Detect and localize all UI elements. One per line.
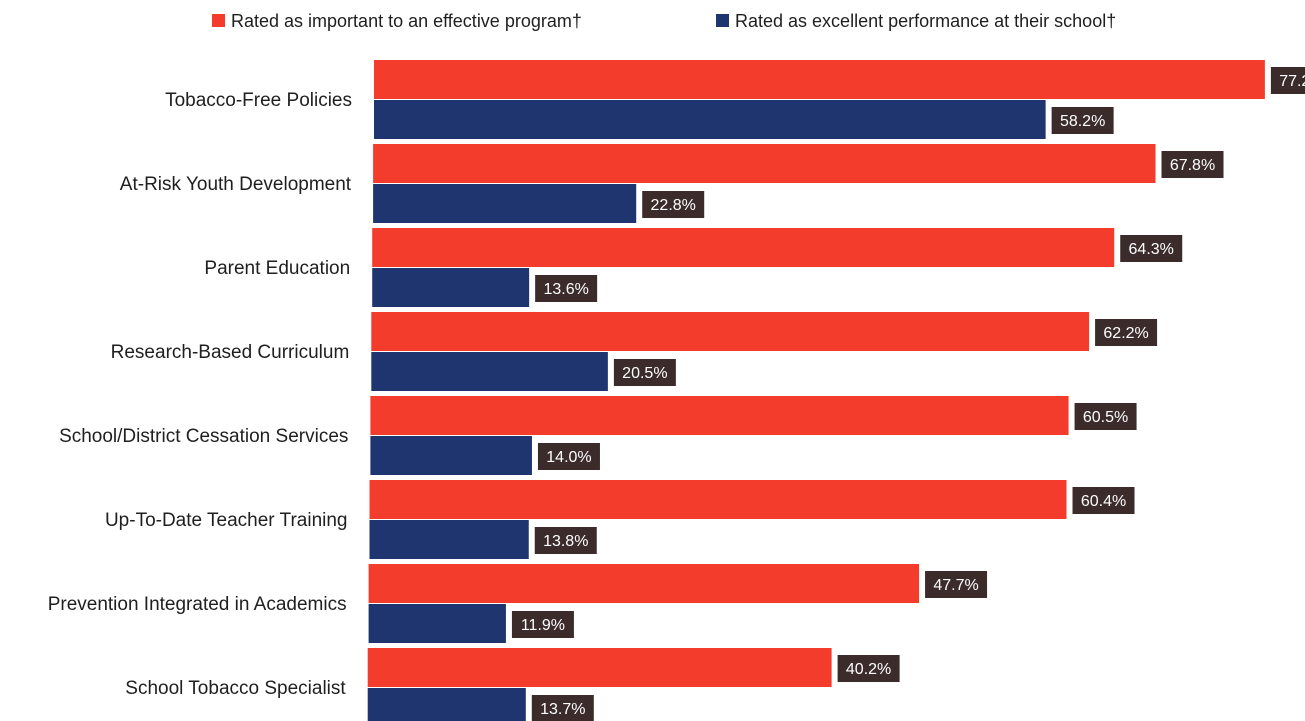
value-label-box bbox=[1270, 67, 1305, 94]
bar-excellent bbox=[374, 100, 1046, 139]
value-label-box bbox=[642, 191, 705, 218]
value-label-text: 14.0% bbox=[546, 449, 591, 466]
value-label-text: 77.2% bbox=[1279, 73, 1305, 90]
value-label-box bbox=[925, 571, 988, 598]
category-label: School Tobacco Specialist bbox=[125, 678, 346, 699]
value-label-box bbox=[1074, 403, 1137, 430]
bar-excellent bbox=[367, 688, 526, 721]
bar-excellent bbox=[371, 352, 608, 391]
value-label-box bbox=[511, 611, 574, 638]
value-label-box bbox=[837, 655, 900, 682]
value-label-text: 47.7% bbox=[933, 577, 978, 594]
bar-important bbox=[368, 564, 920, 603]
value-label-box bbox=[1051, 107, 1114, 134]
category-labels: Tobacco-Free Policies At-Risk Youth Devel… bbox=[48, 90, 352, 699]
legend-item-0: Rated as important to an effective progr… bbox=[212, 11, 582, 31]
bars bbox=[367, 60, 1265, 721]
value-label-important: 67.8% bbox=[1161, 151, 1224, 178]
bar-excellent bbox=[370, 436, 532, 475]
value-label-important: 64.3% bbox=[1120, 235, 1183, 262]
value-label-box bbox=[534, 527, 597, 554]
category-label: Tobacco-Free Policies bbox=[165, 90, 352, 111]
value-label-text: 60.4% bbox=[1081, 493, 1126, 510]
value-label-excellent: 11.9% bbox=[511, 611, 574, 638]
bar-important bbox=[369, 480, 1067, 519]
value-label-text: 62.2% bbox=[1103, 325, 1148, 342]
value-label-important: 60.5% bbox=[1074, 403, 1137, 430]
value-label-box bbox=[1161, 151, 1224, 178]
value-label-excellent: 22.8% bbox=[642, 191, 705, 218]
bar-excellent bbox=[372, 268, 530, 307]
value-label-text: 67.8% bbox=[1170, 157, 1215, 174]
chart-legend: Rated as important to an effective progr… bbox=[212, 11, 1116, 31]
value-label-excellent: 13.6% bbox=[535, 275, 598, 302]
bar-important bbox=[367, 648, 832, 687]
legend-swatch-0 bbox=[212, 14, 225, 27]
bar-important bbox=[372, 228, 1115, 267]
value-label-excellent: 13.7% bbox=[531, 695, 594, 721]
value-label-text: 40.2% bbox=[846, 661, 891, 678]
bar-excellent bbox=[373, 184, 637, 223]
value-label-important: 77.2% bbox=[1270, 67, 1305, 94]
value-label-important: 62.2% bbox=[1095, 319, 1158, 346]
value-label-text: 13.6% bbox=[543, 281, 588, 298]
bar-important bbox=[374, 60, 1265, 99]
category-label: At-Risk Youth Development bbox=[120, 174, 352, 195]
category-label: Parent Education bbox=[204, 258, 350, 279]
legend-item-1: Rated as excellent performance at their … bbox=[716, 11, 1116, 31]
value-label-box bbox=[537, 443, 600, 470]
value-labels: 77.2% 58.2% 67.8% 22.8% 64.3% 13.6% 62.2% 20.5%… bbox=[511, 67, 1305, 721]
value-label-box bbox=[1120, 235, 1183, 262]
value-label-text: 60.5% bbox=[1083, 409, 1128, 426]
value-label-text: 20.5% bbox=[622, 365, 667, 382]
category-label: Up-To-Date Teacher Training bbox=[105, 510, 348, 531]
bar-important bbox=[371, 312, 1090, 351]
value-label-text: 64.3% bbox=[1129, 241, 1174, 258]
bar-important bbox=[373, 144, 1156, 183]
category-label: Research-Based Curriculum bbox=[111, 342, 350, 363]
value-label-box bbox=[535, 275, 598, 302]
bar-excellent bbox=[369, 520, 529, 559]
value-label-box bbox=[531, 695, 594, 721]
value-label-text: 13.7% bbox=[540, 701, 585, 718]
legend-label-1: Rated as excellent performance at their … bbox=[735, 11, 1116, 31]
value-label-excellent: 14.0% bbox=[537, 443, 600, 470]
legend-label-0: Rated as important to an effective progr… bbox=[231, 11, 582, 31]
value-label-important: 47.7% bbox=[925, 571, 988, 598]
value-label-box bbox=[1095, 319, 1158, 346]
value-label-excellent: 58.2% bbox=[1051, 107, 1114, 134]
value-label-box bbox=[613, 359, 676, 386]
value-label-text: 11.9% bbox=[521, 617, 565, 634]
bar-important bbox=[370, 396, 1069, 435]
value-label-important: 60.4% bbox=[1072, 487, 1135, 514]
bar-excellent bbox=[368, 604, 506, 643]
value-label-excellent: 13.8% bbox=[534, 527, 597, 554]
value-label-text: 13.8% bbox=[543, 533, 588, 550]
value-label-text: 58.2% bbox=[1060, 113, 1105, 130]
legend-swatch-1 bbox=[716, 14, 729, 27]
category-label: Prevention Integrated in Academics bbox=[48, 594, 347, 615]
value-label-box bbox=[1072, 487, 1135, 514]
value-label-important: 40.2% bbox=[837, 655, 900, 682]
value-label-excellent: 20.5% bbox=[613, 359, 676, 386]
value-label-text: 22.8% bbox=[651, 197, 696, 214]
category-label: School/District Cessation Services bbox=[59, 426, 348, 447]
